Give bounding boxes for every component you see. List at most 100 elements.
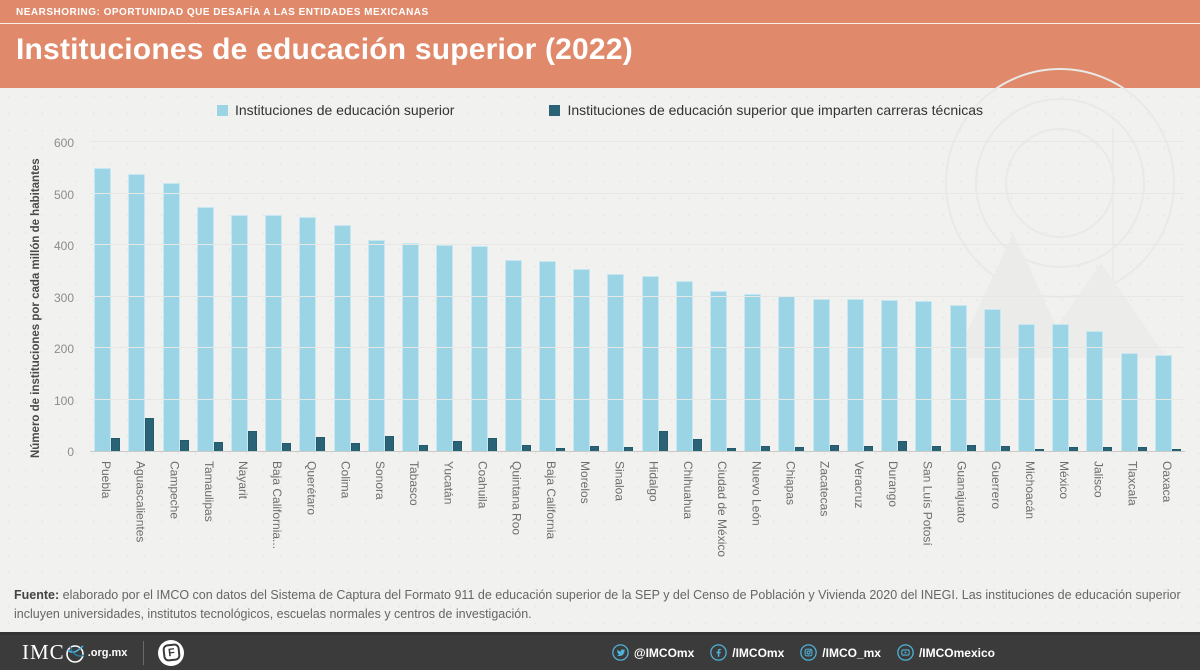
x-label-Jalisco: Jalisco	[1091, 461, 1106, 498]
bar-tecnicas-Guanajuato	[966, 444, 976, 451]
instagram-link[interactable]: /IMCO_mx	[800, 644, 881, 661]
bar-group-Tabasco	[398, 143, 432, 451]
source-label: Fuente:	[14, 588, 60, 602]
bar-total-Sinaloa	[607, 273, 625, 451]
x-label-San Luís Potosí: San Luís Potosí	[920, 461, 935, 546]
bar-group-Nayarit	[227, 143, 261, 451]
bar-total-Hidalgo	[641, 275, 659, 451]
bar-total-Colima	[333, 224, 351, 451]
legend-marker-dark	[549, 104, 561, 116]
x-label-Morelos: Morelos	[578, 461, 593, 504]
bar-total-Querétaro	[299, 217, 317, 451]
bar-tecnicas-Tabasco	[419, 445, 429, 451]
x-label-Michoacán: Michoacán	[1023, 461, 1038, 520]
x-label-Sinaloa: Sinaloa	[612, 461, 627, 502]
bar-group-Morelos	[569, 143, 603, 451]
bar-total-Zacatecas	[812, 299, 830, 451]
bar-total-San Luís Potosí	[915, 301, 933, 451]
youtube-icon	[897, 644, 914, 661]
x-label-Campeche: Campeche	[167, 461, 182, 520]
twitter-icon	[612, 644, 629, 661]
bar-total-Coahuila	[470, 246, 488, 451]
bar-tecnicas-Yucatán	[453, 440, 463, 451]
facebook-handle: /IMCOmx	[732, 645, 785, 660]
bar-group-Ciudad de México	[706, 143, 740, 451]
eyebrow-divider	[0, 23, 1200, 24]
instagram-icon	[800, 644, 818, 661]
bar-group-Oaxaca	[1151, 143, 1185, 451]
bar-group-Querétaro	[295, 143, 329, 451]
eyebrow-text: NEARSHORING: OPORTUNIDAD QUE DESAFÍA A L…	[16, 7, 429, 18]
x-label-Durango: Durango	[886, 461, 901, 508]
x-axis-labels: Puebla Aguascalientes Campeche Tamaulipas Na…	[90, 457, 1185, 627]
facebook-link[interactable]: /IMCOmx	[710, 644, 784, 661]
bar-tecnicas-Veracruz	[863, 446, 873, 451]
bar-tecnicas-Hidalgo	[658, 431, 668, 451]
y-tick-label-0: 0	[67, 445, 74, 459]
bar-tecnicas-Campeche	[179, 439, 189, 451]
bar-group-Puebla	[90, 143, 124, 451]
legend-label-carreras-tecnicas: Instituciones de educación superior que …	[567, 102, 984, 118]
bar-group-Michoacán	[1014, 143, 1048, 451]
bar-total-Yucatán	[436, 245, 454, 451]
y-tick-label-100: 100	[53, 393, 74, 408]
bar-total-Nuevo León	[744, 293, 762, 451]
gridline-600	[90, 141, 1185, 142]
bar-total-Durango	[881, 300, 899, 451]
bar-total-Jalisco	[1086, 331, 1104, 451]
youtube-link[interactable]: /IMCOmexico	[897, 644, 995, 661]
bar-tecnicas-Sinaloa	[624, 446, 634, 451]
bar-tecnicas-Colima	[350, 443, 360, 451]
bar-group-San Luís Potosí	[911, 143, 945, 451]
bar-tecnicas-Nayarit	[247, 431, 257, 451]
brand-bar: IMC .org.mx F @IMCOmx /IMCOmx	[0, 632, 1200, 670]
bar-group-Guerrero	[980, 143, 1014, 451]
x-label-Baja California...: Baja California...	[270, 461, 285, 550]
gridline-300	[90, 295, 1185, 297]
bar-group-Baja California	[535, 143, 569, 451]
twitter-handle: @IMCOmx	[633, 645, 695, 660]
source-text: elaborado por el IMCO con datos del Sist…	[14, 588, 1181, 622]
twitter-link[interactable]: @IMCOmx	[612, 644, 694, 661]
bar-group-Nuevo León	[740, 143, 774, 451]
bar-group-Sinaloa	[603, 143, 637, 451]
x-label-Chihuahua: Chihuahua	[680, 461, 695, 520]
legend-item-instituciones: Instituciones de educación superior	[216, 102, 455, 118]
x-label-Guerrero: Guerrero	[988, 461, 1003, 510]
x-label-Veracruz: Veracruz	[851, 461, 866, 509]
bar-group-Hidalgo	[638, 143, 672, 451]
bar-total-Morelos	[573, 269, 591, 451]
x-label-Coahuila: Coahuila	[475, 461, 490, 509]
bar-total-Campeche	[162, 183, 180, 451]
bar-tecnicas-Oaxaca	[1171, 449, 1181, 451]
x-label-Tamaulipas: Tamaulipas	[201, 461, 216, 522]
brand-divider	[143, 640, 145, 665]
bar-group-Chiapas	[774, 143, 808, 451]
legend-label-instituciones: Instituciones de educación superior	[234, 102, 455, 118]
bar-total-Chiapas	[778, 296, 796, 451]
bar-group-Sonora	[364, 143, 398, 451]
y-axis-ticks: 0 100 200 300 400 500 600	[0, 136, 82, 459]
bar-tecnicas-Durango	[898, 440, 908, 451]
legend-item-carreras-tecnicas: Instituciones de educación superior que …	[549, 102, 983, 118]
bar-tecnicas-Chiapas	[795, 447, 805, 451]
imco-logo: IMC .org.mx	[22, 640, 127, 665]
bar-tecnicas-Zacatecas	[829, 444, 839, 451]
bar-total-Veracruz	[846, 299, 864, 451]
bar-tecnicas-Chihuahua	[692, 439, 702, 451]
bar-group-Jalisco	[1082, 143, 1116, 451]
y-tick-label-300: 300	[53, 290, 74, 305]
bar-total-Sonora	[367, 240, 385, 451]
legend: Instituciones de educación superior Inst…	[0, 102, 1200, 118]
f-badge-letter: F	[162, 643, 181, 662]
bar-group-Colima	[330, 143, 364, 451]
x-label-Puebla: Puebla	[99, 461, 114, 499]
bar-total-Guerrero	[983, 308, 1001, 451]
x-label-Aguascalientes: Aguascalientes	[133, 461, 148, 543]
bar-total-Baja California	[538, 260, 556, 451]
instagram-handle: /IMCO_mx	[822, 645, 881, 660]
bar-group-México	[1048, 143, 1082, 451]
imco-logo-o-icon	[65, 644, 84, 663]
bar-tecnicas-Tamaulipas	[213, 442, 223, 451]
bar-group-Chihuahua	[672, 143, 706, 451]
